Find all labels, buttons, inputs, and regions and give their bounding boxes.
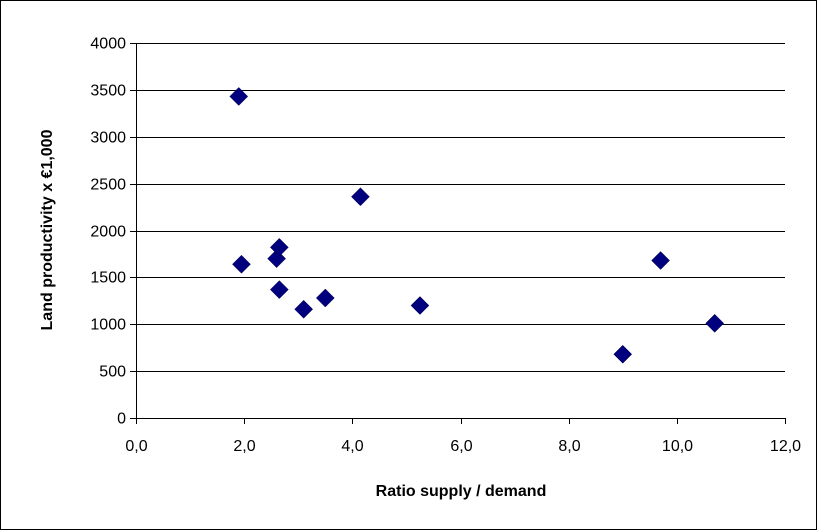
data-point-diamond bbox=[651, 251, 670, 270]
data-point-diamond bbox=[705, 313, 725, 333]
y-axis-ticks: 0 500 1000 1500 2000 2500 3000 3500 4000 bbox=[90, 36, 136, 428]
x-tick-label: 0,0 bbox=[125, 438, 147, 455]
x-tick-label: 2,0 bbox=[233, 438, 255, 455]
data-point-diamond bbox=[269, 238, 289, 257]
data-points bbox=[229, 87, 725, 364]
y-tick-label: 3000 bbox=[90, 130, 126, 147]
data-point-diamond bbox=[294, 299, 314, 319]
data-point-diamond bbox=[410, 296, 430, 315]
x-tick-label: 12,0 bbox=[770, 438, 801, 455]
x-tick-label: 6,0 bbox=[450, 438, 472, 455]
x-axis-title: Ratio supply / demand bbox=[376, 483, 547, 500]
y-tick-label: 2500 bbox=[90, 177, 126, 194]
y-tick-label: 1500 bbox=[90, 270, 126, 287]
y-gridlines bbox=[136, 43, 785, 372]
x-tick-label: 10,0 bbox=[662, 438, 693, 455]
x-tick-label: 8,0 bbox=[558, 438, 580, 455]
y-tick-label: 4000 bbox=[90, 36, 126, 53]
y-tick-label: 500 bbox=[99, 364, 126, 381]
data-point-diamond bbox=[269, 280, 289, 299]
data-point-diamond bbox=[232, 254, 251, 274]
x-tick-label: 4,0 bbox=[341, 438, 363, 455]
y-axis-title: Land productivity x €1,000 bbox=[39, 129, 56, 330]
y-tick-label: 3500 bbox=[90, 83, 126, 100]
data-point-diamond bbox=[351, 187, 370, 207]
y-tick-label: 0 bbox=[117, 411, 126, 428]
y-tick-label: 1000 bbox=[90, 317, 126, 334]
data-point-diamond bbox=[315, 288, 335, 308]
data-point-diamond bbox=[229, 87, 249, 106]
x-axis-ticks: 0,0 2,0 4,0 6,0 8,0 10,0 12,0 bbox=[125, 418, 801, 455]
data-point-diamond bbox=[613, 344, 633, 364]
y-tick-label: 2000 bbox=[90, 224, 126, 241]
